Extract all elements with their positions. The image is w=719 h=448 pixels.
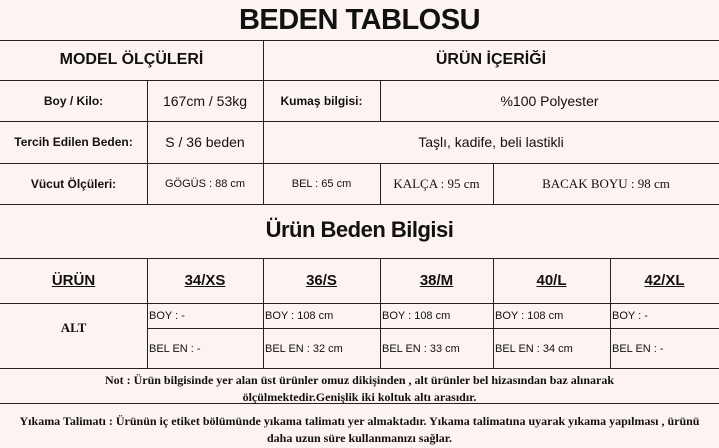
bel-en-cell: BEL EN : - [612,342,664,355]
divider [147,80,148,204]
bel-en-cell: BEL EN : 33 cm [382,342,460,355]
divider [147,258,148,368]
divider [263,258,264,368]
bel-en-cell: BEL EN : 32 cm [265,342,343,355]
boy-kilo-label: Boy / Kilo: [43,93,104,108]
size-header: 34/XS [184,272,226,289]
page-title: BEDEN TABLOSU [238,3,481,36]
divider [380,258,381,368]
gogus-value: GÖGÜS : 88 cm [164,177,246,190]
size-header: 36/S [306,272,337,289]
size-header: ÜRÜN [51,272,96,289]
size-header: 38/M [419,272,454,289]
divider [493,258,494,368]
divider [0,40,719,41]
measurement-note: Not : Ürün bilgisinde yer alan üst ürünl… [104,373,615,404]
boy-cell: BOY : 108 cm [382,309,451,322]
bel-en-cell: BEL EN : - [149,342,201,355]
vucut-label: Vücut Ölçüleri: [30,176,117,191]
bacak-value: BACAK BOYU : 98 cm [542,175,670,191]
divider [0,403,719,404]
boy-kilo-value: 167cm / 53kg [162,92,248,109]
divider [0,303,719,304]
divider [0,204,719,205]
size-header: 40/L [536,272,567,289]
divider [610,258,611,368]
boy-cell: BOY : 108 cm [495,309,564,322]
wash-instructions: Yıkama Talimatı : Ürünün iç etiket bölüm… [19,414,700,445]
bel-en-cell: BEL EN : 34 cm [495,342,573,355]
beden-label: Tercih Edilen Beden: [14,135,133,149]
divider [380,80,381,121]
divider [0,121,719,122]
divider [0,80,719,81]
kumas-label: Kumaş bilgisi: [280,93,363,108]
divider [147,328,719,329]
divider [380,163,381,204]
divider [493,163,494,204]
urun-header: ÜRÜN İÇERİĞİ [435,51,547,68]
boy-cell: BOY : - [612,309,648,322]
divider [0,258,719,259]
kalca-value: KALÇA : 95 cm [393,175,480,191]
divider [0,163,719,164]
boy-cell: BOY : - [149,309,185,322]
boy-cell: BOY : 108 cm [265,309,334,322]
beden-value: S / 36 beden [165,134,245,150]
kumas-value: %100 Polyester [500,92,599,109]
row-label-alt: ALT [60,320,87,335]
divider [0,368,719,369]
size-header: 42/XL [644,272,685,289]
urun-detay: Taşlı, kadife, beli lastikli [418,134,564,150]
size-title: Ürün Beden Bilgisi [265,217,454,242]
bel-value: BEL : 65 cm [291,177,352,190]
model-header: MODEL ÖLÇÜLERİ [59,51,204,68]
divider [263,40,264,204]
